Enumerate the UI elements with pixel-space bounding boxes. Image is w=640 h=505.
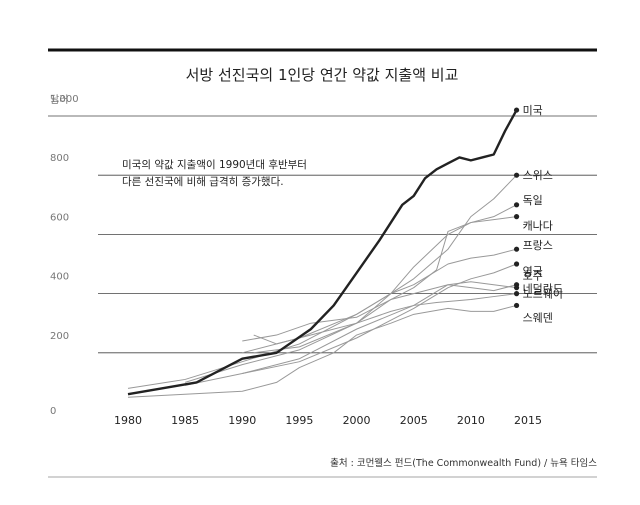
y-tick-label: 400	[50, 272, 69, 283]
y-axis-label: 달러	[50, 94, 68, 106]
y-tick-label: 600	[50, 212, 69, 223]
series-독일-line	[253, 204, 517, 354]
series-네덜란드-line	[242, 281, 517, 342]
annotation-line-1: 미국의 약값 지출액이 1990년대 후반부터	[122, 159, 307, 171]
annotation-line-2: 다른 선진국에 비해 급격히 증가했다.	[122, 175, 284, 188]
series-독일-end-point	[513, 202, 520, 208]
y-tick-label: 0	[50, 406, 56, 417]
series-lines	[127, 109, 518, 398]
y-tick-label: 800	[50, 153, 69, 164]
series-캐나다-label: 캐나다	[523, 220, 553, 233]
x-tick-label: 1995	[285, 414, 313, 427]
series-네덜란드-end-point	[513, 285, 520, 291]
series-스위스-line	[242, 174, 517, 354]
y-tick-label: 1,000	[50, 94, 79, 105]
source-note: 출처 : 코먼웰스 펀드(The Commonwealth Fund) / 뉴욕…	[330, 457, 597, 469]
series-프랑스-end-point	[513, 246, 520, 252]
series-스웨덴-end-point	[513, 302, 520, 309]
series-스웨덴-line	[127, 304, 517, 398]
chart-title: 서방 선진국의 1인당 연간 약값 지출액 비교	[186, 66, 459, 84]
series-독일-label: 독일	[523, 193, 543, 207]
annotation: 미국의 약값 지출액이 1990년대 후반부터 다른 선진국에 비해 급격히 증…	[122, 159, 307, 188]
series-스웨덴-label: 스웨덴	[523, 311, 553, 324]
x-tick-label: 1990	[228, 414, 256, 427]
x-tick-label: 2015	[514, 414, 542, 427]
x-tick-label: 2000	[343, 414, 371, 427]
y-tick-labels: 0 200 400 600 800 1,000	[50, 94, 79, 417]
series-네덜란드-label: 네덜란드	[523, 283, 563, 296]
x-tick-label: 2010	[457, 414, 485, 427]
x-tick-label: 2005	[400, 414, 428, 427]
series-노르웨이-end-point	[513, 291, 520, 297]
series-캐나다-end-point	[513, 214, 520, 220]
series-미국-end-point	[513, 107, 520, 113]
series-호주-label: 호주	[523, 270, 543, 283]
series-캐나다-line	[184, 216, 517, 383]
series-프랑스-label: 프랑스	[523, 239, 553, 252]
x-tick-label: 1980	[114, 414, 142, 427]
series-영국-label: 영국	[523, 265, 543, 278]
series-스위스-end-point	[513, 172, 520, 178]
series-영국-end-point	[513, 261, 520, 267]
series-노르웨이-line	[253, 293, 517, 345]
y-tick-label: 200	[50, 331, 69, 342]
series-미국-line	[127, 109, 518, 396]
series-미국-label: 미국	[523, 104, 543, 117]
series-노르웨이-label: 노르웨이	[523, 288, 563, 301]
series-스위스-label: 스위스	[523, 169, 553, 182]
x-tick-label: 1985	[171, 414, 199, 427]
series-영국-line	[242, 263, 517, 375]
x-tick-labels: 1980 1985 1990 1995 2000 2005 2010 2015	[114, 414, 542, 427]
